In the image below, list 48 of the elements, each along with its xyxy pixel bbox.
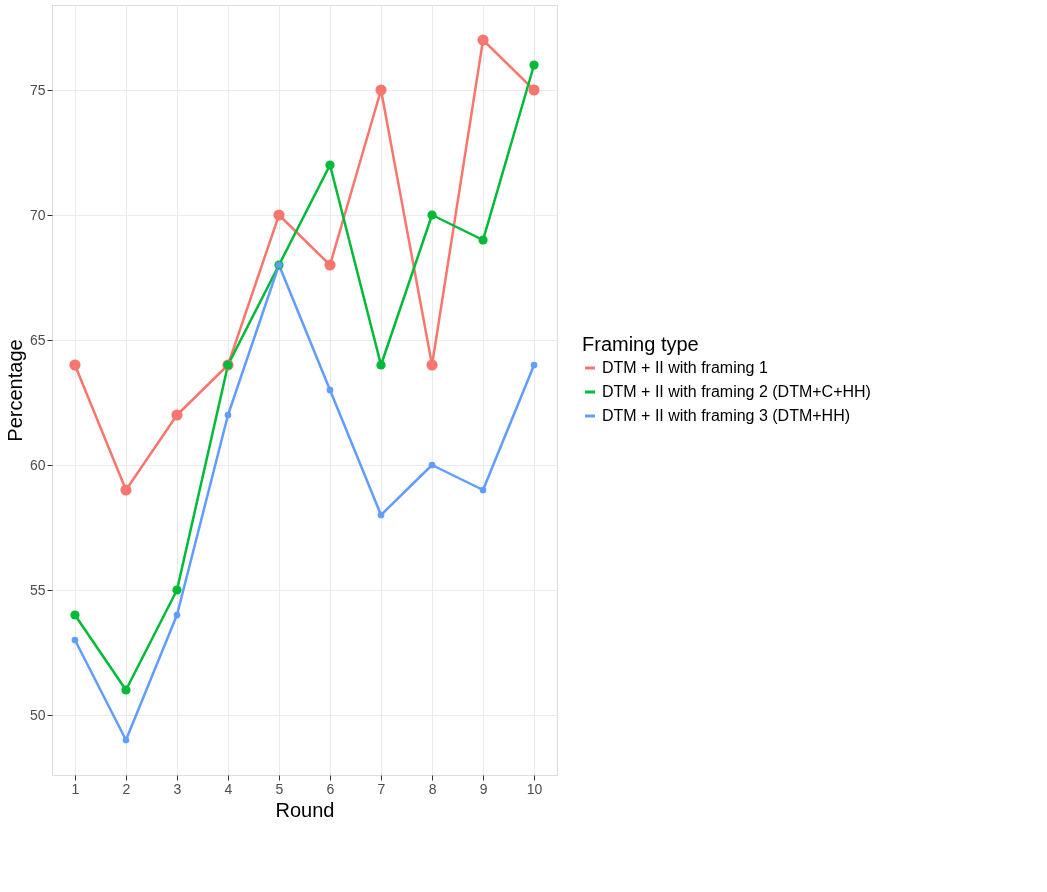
point [69, 359, 81, 371]
point [528, 84, 540, 96]
point [530, 361, 538, 369]
point [428, 461, 436, 469]
point [121, 685, 131, 695]
x-tick-label: 1 [71, 780, 80, 797]
point [325, 160, 335, 170]
point [529, 60, 539, 70]
point [70, 610, 80, 620]
point [324, 259, 336, 271]
x-tick-label: 6 [326, 780, 335, 797]
point [173, 611, 181, 619]
x-tick-label: 9 [479, 780, 488, 797]
point [120, 484, 132, 496]
point [478, 235, 488, 245]
point [376, 360, 386, 370]
x-tick-label: 10 [526, 780, 543, 797]
legend-label: DTM + II with framing 2 (DTM+C+HH) [602, 383, 871, 400]
point [71, 636, 79, 644]
x-axis-title: Round [275, 798, 335, 821]
y-tick-label: 65 [29, 331, 46, 348]
x-tick-label: 3 [173, 780, 182, 797]
y-tick-label: 75 [29, 81, 46, 98]
point [224, 411, 232, 419]
y-tick-label: 60 [29, 456, 46, 473]
point [122, 736, 130, 744]
legend-title: Framing type [582, 333, 699, 355]
y-tick-label: 70 [29, 206, 46, 223]
x-tick-label: 4 [224, 780, 233, 797]
point [426, 359, 438, 371]
point [171, 409, 183, 421]
x-tick-label: 8 [428, 780, 437, 797]
legend-label: DTM + II with framing 1 [602, 359, 768, 376]
y-tick-label: 50 [29, 706, 46, 723]
point [427, 210, 437, 220]
point [326, 386, 334, 394]
legend-label: DTM + II with framing 3 (DTM+HH) [602, 407, 851, 424]
point [477, 34, 489, 46]
x-tick-label: 2 [122, 780, 131, 797]
x-tick-label: 7 [377, 780, 386, 797]
point [377, 511, 385, 519]
point [375, 84, 387, 96]
point [479, 486, 487, 494]
y-tick-label: 55 [29, 581, 46, 598]
point [172, 585, 182, 595]
x-tick-label: 5 [275, 780, 284, 797]
y-axis-title: Percentage [3, 339, 26, 442]
point [273, 209, 285, 221]
